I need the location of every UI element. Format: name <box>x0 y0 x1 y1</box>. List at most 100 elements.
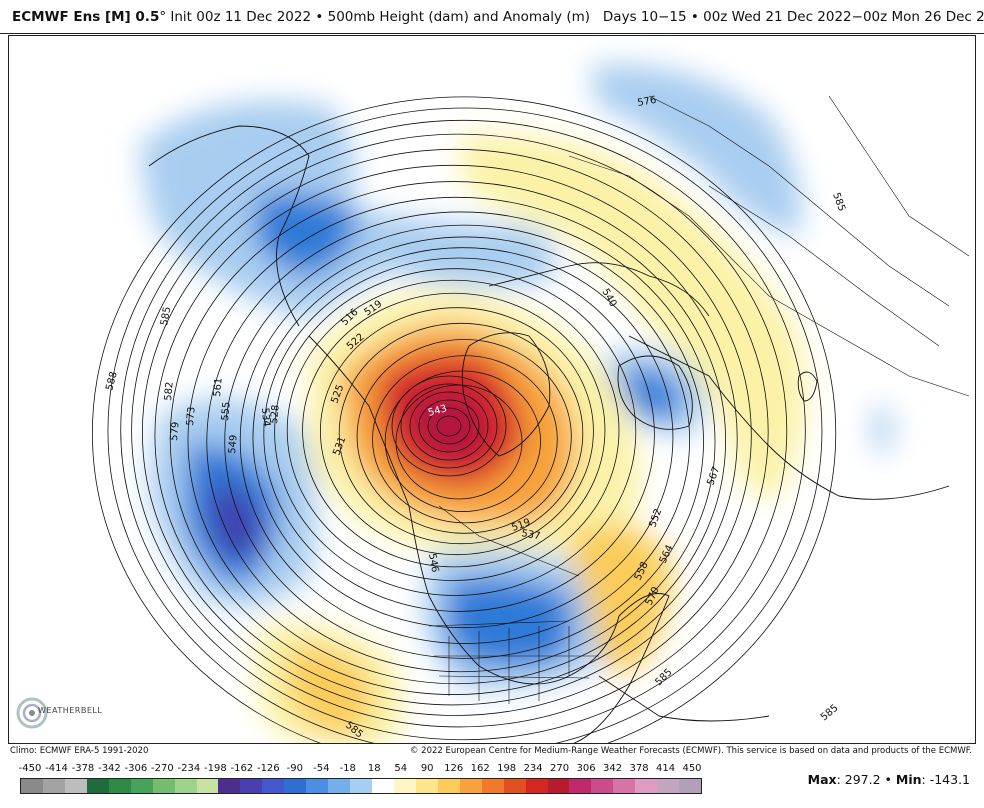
anomaly-core-west <box>287 645 372 736</box>
scale-swatch <box>21 779 43 793</box>
scale-tick-label: -450 <box>18 763 42 774</box>
height-contour-line <box>409 391 489 461</box>
border-usa-canada <box>428 620 570 627</box>
scale-swatch <box>64 779 87 793</box>
scale-swatch <box>262 779 285 793</box>
scale-tick-label: 18 <box>367 763 381 774</box>
height-contour-line <box>338 322 584 545</box>
logo-text: WEATHERBELL <box>38 706 103 715</box>
scale-tick-label: 126 <box>444 763 464 774</box>
model-name: ECMWF Ens [M] 0.5 <box>12 9 160 25</box>
height-contour-line <box>263 257 655 612</box>
scale-swatch <box>415 779 438 793</box>
scale-swatch <box>635 779 658 793</box>
contour-label: 579 <box>169 421 182 441</box>
contour-label: 534 <box>259 407 272 427</box>
contour-label: 582 <box>163 381 176 401</box>
contour-label: 543 <box>427 403 448 419</box>
scale-tick-label: 306 <box>576 763 596 774</box>
degree-sign: ° <box>159 9 167 25</box>
contour-label: 528 <box>269 404 282 424</box>
scale-tick-label: -234 <box>177 763 201 774</box>
height-contour-line <box>356 339 572 534</box>
contour-label: 588 <box>104 370 120 391</box>
anomaly-color-scale: -450 -414 -378 -342 -306 -270 -234 -198 -162 -126… <box>16 763 706 803</box>
height-contour-line <box>187 196 727 685</box>
scale-swatch <box>481 779 504 793</box>
scale-tick-label: 414 <box>655 763 676 774</box>
coast-north-america <box>308 335 670 743</box>
scale-tick-label: -18 <box>339 763 356 774</box>
height-contour-line <box>120 119 806 741</box>
scale-tick-label: 234 <box>523 763 543 774</box>
scale-tick-label: 270 <box>550 763 570 774</box>
anomaly-core-scand <box>624 368 684 421</box>
height-contour-line <box>224 224 704 659</box>
forecast-period: Days 10−15 <box>602 9 687 25</box>
scale-tick-label: 378 <box>629 763 649 774</box>
height-contour-line <box>141 148 769 716</box>
scale-tick-label: 162 <box>470 763 490 774</box>
max-value: 297.2 <box>844 772 881 787</box>
scale-swatch <box>393 779 416 793</box>
height-contour-line <box>169 181 738 695</box>
scale-tick-label: -126 <box>256 763 280 774</box>
scale-swatch <box>240 779 263 793</box>
contour-label: 567 <box>705 465 722 487</box>
scale-tick-label: 198 <box>497 763 517 774</box>
contour-label: 540 <box>599 287 618 309</box>
height-contour-line <box>154 164 752 706</box>
height-contour-line <box>319 307 594 556</box>
political-borders <box>428 95 970 704</box>
contour-label: 585 <box>159 306 173 327</box>
min-label: Min <box>895 772 922 787</box>
scale-tick-label: -342 <box>98 763 121 774</box>
contour-label: 537 <box>520 528 541 542</box>
height-contour-line <box>252 247 674 629</box>
scale-tick-label: -198 <box>204 763 227 774</box>
scale-tick-label: -90 <box>286 763 303 774</box>
min-value: -143.1 <box>929 772 970 787</box>
coast-scandinavia <box>617 355 693 430</box>
scale-swatch <box>218 779 241 793</box>
map-title: ECMWF Ens [M] 0.5° Init 00z 11 Dec 2022 … <box>12 9 984 25</box>
coast-eurasia-north <box>488 262 710 317</box>
product-name: 500mb Height (dam) and Anomaly (m) <box>327 9 591 25</box>
coast-greenland <box>461 332 551 457</box>
scale-swatch <box>437 779 460 793</box>
anomaly-core-siberia <box>254 193 359 276</box>
coast-central-america <box>598 675 770 722</box>
scale-color-bar <box>20 778 702 794</box>
height-contour-line <box>92 96 837 743</box>
height-contour-line <box>427 407 471 445</box>
scale-swatch <box>42 779 65 793</box>
climo-credit: Climo: ECMWF ERA-5 1991-2020 <box>10 746 149 756</box>
border-eurasia-1 <box>568 155 770 297</box>
scale-swatch <box>459 779 482 793</box>
height-contour-line <box>400 383 498 469</box>
height-contour-line <box>391 375 507 477</box>
ecmwf-credit: © 2022 European Centre for Medium-Range … <box>409 746 972 756</box>
height-contour-line <box>418 399 480 453</box>
coast-europe <box>628 335 950 500</box>
init-time: Init 00z 11 Dec 2022 <box>170 9 312 25</box>
height-contour-line <box>239 236 691 644</box>
scale-swatch <box>152 779 175 793</box>
map-panel: 585 588 582 579 573 561 555 549 534 528 … <box>8 35 976 744</box>
contour-label: 546 <box>426 553 440 574</box>
weatherbell-logo: WEATHERBELL <box>14 694 104 732</box>
max-min-stats: Max: 297.2 • Min: -143.1 <box>807 772 970 787</box>
anomaly-shading <box>139 64 894 743</box>
height-contour-line <box>274 268 637 596</box>
scale-swatch <box>525 779 548 793</box>
height-contour-line <box>436 415 462 437</box>
contour-label: 549 <box>227 434 240 454</box>
scale-tick-label: 342 <box>603 763 623 774</box>
valid-time: 00z Wed 21 Dec 2022−00z Mon 26 Dec 2022 <box>703 9 984 25</box>
scale-tick-label: -378 <box>71 763 95 774</box>
scale-swatch <box>86 779 109 793</box>
scale-swatch <box>613 779 636 793</box>
scale-swatch <box>657 779 680 793</box>
scale-tick-label: -54 <box>313 763 330 774</box>
scale-swatch <box>328 779 351 793</box>
